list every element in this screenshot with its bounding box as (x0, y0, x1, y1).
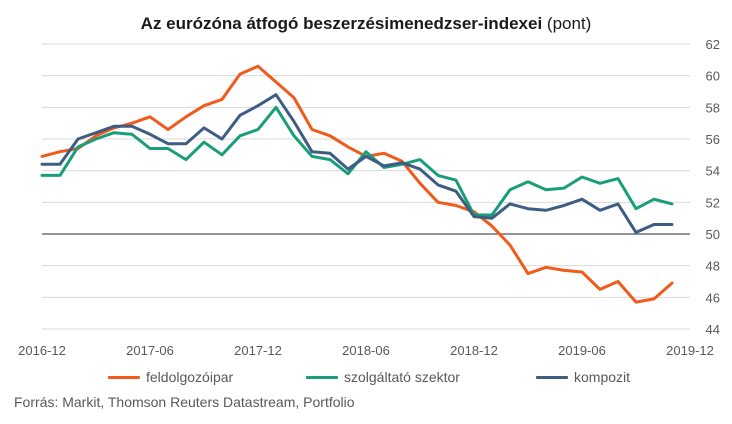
legend-swatch-feldolgozoipar (108, 375, 140, 379)
x-tick-label: 2017-06 (126, 343, 174, 358)
x-tick-label: 2019-12 (666, 343, 714, 358)
legend-item-feldolgozoipar: feldolgozóipar (108, 369, 233, 385)
series-line-2 (40, 93, 674, 234)
y-tick-label: 56 (706, 132, 720, 147)
legend-swatch-kompozit (536, 375, 568, 379)
legend-label-feldolgozoipar: feldolgozóipar (146, 369, 234, 385)
x-tick-label: 2016-12 (18, 343, 66, 358)
series-line-0 (40, 64, 674, 304)
legend-item-szolgaltato: szolgáltató szektor (306, 369, 460, 385)
legend-swatch-szolgaltato (306, 375, 338, 379)
y-tick-label: 58 (706, 100, 720, 115)
x-tick-label: 2018-06 (342, 343, 390, 358)
chart-title: Az eurózóna átfogó beszerzésimenedzser-i… (0, 14, 732, 34)
legend-label-szolgaltato: szolgáltató szektor (344, 369, 460, 385)
x-tick-label: 2018-12 (450, 343, 498, 358)
y-tick-label: 54 (706, 164, 720, 179)
y-tick-label: 46 (706, 290, 720, 305)
source-note: Forrás: Markit, Thomson Reuters Datastre… (14, 394, 355, 410)
chart-title-unit: (pont) (546, 14, 592, 33)
y-tick-label: 44 (706, 322, 720, 337)
y-tick-label: 50 (706, 227, 720, 242)
series-lines (40, 64, 674, 304)
chart-title-main: Az eurózóna átfogó beszerzésimenedzser-i… (140, 14, 543, 33)
y-tick-label: 60 (706, 69, 720, 84)
legend-item-kompozit: kompozit (536, 369, 630, 385)
legend-label-kompozit: kompozit (574, 369, 631, 385)
x-axis-tick-labels: 2016-12 2017-06 2017-12 2018-06 2018-12 2019-… (18, 343, 714, 358)
legend: feldolgozóipar szolgáltató szektor kompo… (0, 369, 732, 389)
gridlines (42, 43, 690, 330)
y-tick-label: 62 (706, 37, 720, 52)
x-tick-label: 2019-06 (558, 343, 606, 358)
y-tick-label: 48 (706, 259, 720, 274)
y-tick-label: 52 (706, 195, 720, 210)
x-tick-label: 2017-12 (234, 343, 282, 358)
y-axis-tick-labels: 44 46 48 50 52 54 56 58 60 62 (706, 37, 720, 337)
